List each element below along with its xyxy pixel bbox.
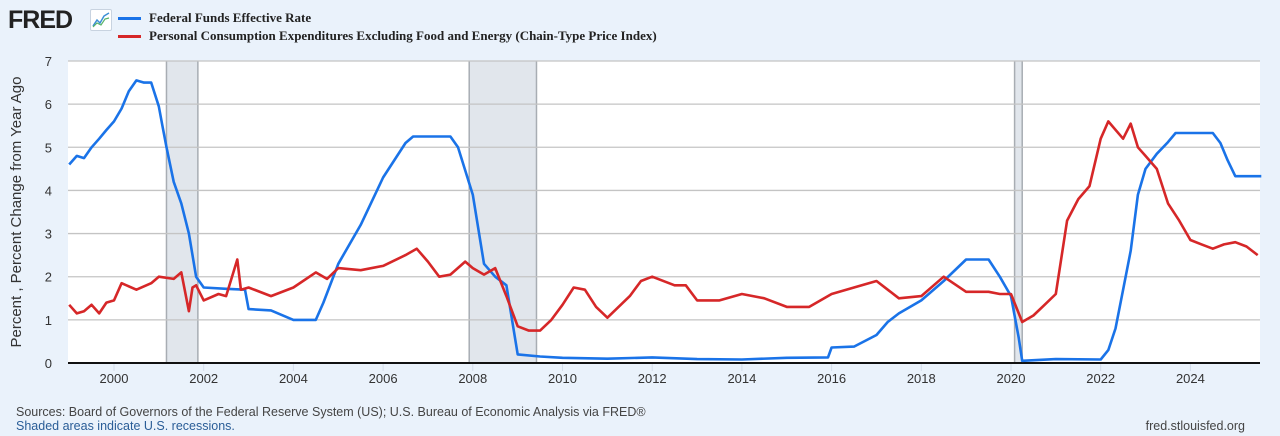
- y-tick-label: 6: [45, 97, 52, 112]
- x-tick-label: 2024: [1176, 371, 1205, 386]
- x-tick-label: 2004: [279, 371, 308, 386]
- x-tick-label: 2018: [907, 371, 936, 386]
- x-tick-label: 2014: [727, 371, 756, 386]
- legend-swatch-fedfunds: [118, 16, 141, 20]
- recession-note: Shaded areas indicate U.S. recessions.: [16, 419, 235, 433]
- recession-shade: [1014, 61, 1023, 363]
- y-tick-label: 3: [45, 227, 52, 242]
- x-tick-label: 2008: [458, 371, 487, 386]
- x-tick-label: 2010: [548, 371, 577, 386]
- x-tick-label: 2012: [638, 371, 667, 386]
- y-tick-label: 0: [45, 356, 52, 371]
- series-line-fedfunds: [68, 79, 1262, 363]
- legend-label-pce: Personal Consumption Expenditures Exclud…: [149, 28, 657, 43]
- y-tick-label: 5: [45, 140, 52, 155]
- series-line-pce: [68, 120, 1259, 332]
- legend: Federal Funds Effective Rate Personal Co…: [118, 9, 657, 45]
- x-tick-label: 2000: [100, 371, 129, 386]
- legend-label-fedfunds: Federal Funds Effective Rate: [149, 10, 312, 25]
- y-tick-label: 2: [45, 270, 52, 285]
- chart-line-icon: [90, 9, 112, 31]
- plot-area: [68, 61, 1260, 363]
- x-tick-label: 2016: [817, 371, 846, 386]
- fred-logo: FRED: [8, 6, 73, 34]
- x-tick-label: 2006: [369, 371, 398, 386]
- sources-note: Sources: Board of Governors of the Feder…: [16, 405, 646, 419]
- legend-item-fedfunds: Federal Funds Effective Rate: [118, 9, 657, 27]
- legend-item-pce: Personal Consumption Expenditures Exclud…: [118, 27, 657, 45]
- recession-shade: [469, 61, 537, 363]
- fred-site-link[interactable]: fred.stlouisfed.org: [1145, 419, 1245, 433]
- y-tick-label: 7: [45, 54, 52, 69]
- y-tick-label: 4: [45, 183, 52, 198]
- x-tick-label: 2020: [997, 371, 1026, 386]
- x-tick-label: 2022: [1086, 371, 1115, 386]
- legend-swatch-pce: [118, 34, 141, 38]
- y-tick-label: 1: [45, 313, 52, 328]
- x-tick-label: 2002: [189, 371, 218, 386]
